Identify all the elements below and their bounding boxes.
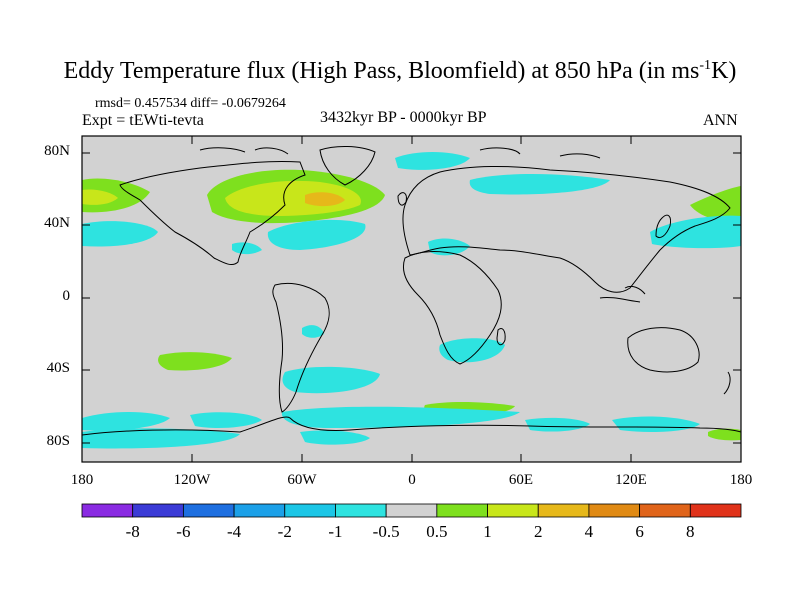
anomaly-neg-north-pacific-east [650, 215, 741, 249]
period-label: 3432kyr BP - 0000kyr BP [320, 109, 487, 126]
experiment-label: Expt = tEWti-tevta [82, 112, 204, 129]
colorbar-box [81, 503, 134, 518]
colorbar-box [487, 503, 539, 518]
colorbar-label: 0.5 [426, 522, 448, 541]
anomaly-neg-antarctic-pacific [300, 430, 370, 445]
x-tick-label: 180 [70, 472, 94, 488]
x-tick-label: 0 [408, 472, 416, 488]
rmsd-diff-stats: rmsd= 0.457534 diff= -0.0679264 [95, 96, 286, 111]
coast-africa [403, 251, 502, 365]
anomaly-neg-south-pacific-west [82, 412, 170, 431]
coast-greenland [319, 146, 376, 186]
anomaly-pos-north-atlantic-max [305, 192, 345, 207]
colorbar-label: -4 [226, 522, 242, 541]
colorbar-box [588, 503, 641, 518]
x-tick-label: 60E [508, 472, 534, 488]
season-label: ANN [703, 112, 738, 129]
anomaly-pos-north-atlantic-core [225, 180, 361, 216]
coast-uk [397, 192, 407, 206]
anomaly-neg-antarctic-east [612, 416, 700, 432]
colorbar-label: 2 [533, 522, 543, 541]
colorbar-label: -1 [328, 522, 343, 541]
colorbar-label: -8 [125, 522, 140, 541]
anomaly-neg-southern-ocean-atlantic [281, 406, 520, 428]
anomaly-neg-north-pacific [82, 221, 158, 247]
coast-north-america [119, 161, 306, 265]
coastlines [82, 146, 741, 436]
colorbar-box [284, 503, 336, 518]
colorbar-label: -2 [277, 522, 292, 541]
coast-south-america [272, 283, 330, 413]
colorbar-box [689, 503, 742, 518]
anomaly-neg-south-pacific-east [190, 412, 262, 428]
anomaly-neg-southern-ocean-indian [525, 417, 590, 432]
coast-madagascar [496, 327, 506, 346]
y-tick-label: 40N [44, 215, 70, 231]
colorbar-label: -6 [176, 522, 191, 541]
y-tick-label: 80N [44, 143, 70, 159]
x-tick-label: 60W [287, 472, 317, 488]
colorbar-label: -0.5 [372, 522, 400, 541]
colorbar-box [436, 503, 488, 518]
anomaly-pos-south-pacific [158, 352, 232, 371]
anomaly-neg-south-africa [439, 338, 505, 363]
colorbar-box [639, 503, 691, 518]
colorbar-box [385, 503, 438, 518]
colorbar-label: 1 [483, 522, 492, 541]
anomaly-neg-siberia [469, 174, 610, 195]
anomaly-pos-north-pacific-west-core [82, 189, 118, 205]
colorbar-box [335, 503, 387, 518]
axis-ticks [81, 136, 742, 462]
colorbar-label: 6 [635, 522, 644, 541]
x-tick-label: 120W [173, 472, 211, 488]
anomaly-pos-north-pacific-east [690, 186, 741, 222]
x-tick-label: 120E [615, 472, 647, 488]
y-tick-label: 80S [46, 433, 70, 449]
anomaly-neg-south-america-west [302, 325, 324, 338]
colorbar-label: 4 [584, 522, 594, 541]
colorbar [81, 503, 742, 518]
x-tick-label: 180 [729, 472, 753, 488]
anomaly-neg-south-atlantic [282, 366, 380, 394]
coast-indonesia [599, 285, 646, 303]
y-tick-label: 40S [46, 360, 70, 376]
coast-australia [627, 327, 700, 373]
coast-arctic-islands [199, 147, 601, 159]
colorbar-box [537, 503, 590, 518]
colorbar-box [233, 503, 286, 518]
anomaly-pos-southern-ocean-east [708, 428, 741, 441]
coast-eurasia [402, 165, 731, 293]
colorbar-box [182, 503, 235, 518]
coast-japan [655, 214, 671, 239]
anomaly-neg-arctic-europe [395, 152, 470, 170]
coast-new-zealand [723, 371, 731, 395]
coast-antarctica [82, 416, 741, 436]
anomaly-neg-caribbean [232, 242, 262, 255]
plot-title: Eddy Temperature flux (High Pass, Bloomf… [63, 58, 737, 84]
colorbar-label: 8 [686, 522, 695, 541]
anomaly-neg-atlantic-mid [267, 219, 366, 250]
anomaly-field [82, 152, 741, 449]
anomaly-neg-antarctic-west [82, 428, 240, 449]
colorbar-box [132, 503, 184, 518]
y-tick-label: 0 [62, 288, 71, 304]
